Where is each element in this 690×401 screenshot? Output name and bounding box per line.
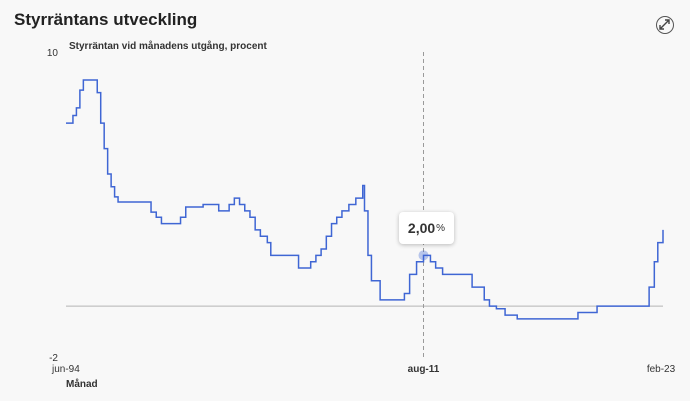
x-tick-label: aug-11 xyxy=(408,364,440,375)
x-axis: jun-94 aug-11 feb-23 xyxy=(51,364,676,375)
value-tooltip: 2,00% xyxy=(399,212,454,244)
x-tick-label: feb-23 xyxy=(647,364,676,375)
y-tick-label: 10 xyxy=(47,48,59,59)
y-tick-label: -2 xyxy=(49,353,58,364)
chart-title: Styrräntans utveckling xyxy=(14,10,198,29)
tooltip-unit: % xyxy=(436,222,446,234)
series-line[interactable] xyxy=(66,79,664,320)
chart-subtitle: Styrräntan vid månadens utgång, procent xyxy=(69,40,267,52)
highlight-point[interactable] xyxy=(418,250,429,261)
tooltip-value: 2,00 xyxy=(407,220,436,236)
x-tick-label: jun-94 xyxy=(51,364,80,375)
expand-arrows-icon xyxy=(659,19,670,30)
x-axis-label: Månad xyxy=(66,378,98,390)
y-axis: 10 -2 xyxy=(47,48,59,364)
expand-button[interactable] xyxy=(656,16,674,34)
